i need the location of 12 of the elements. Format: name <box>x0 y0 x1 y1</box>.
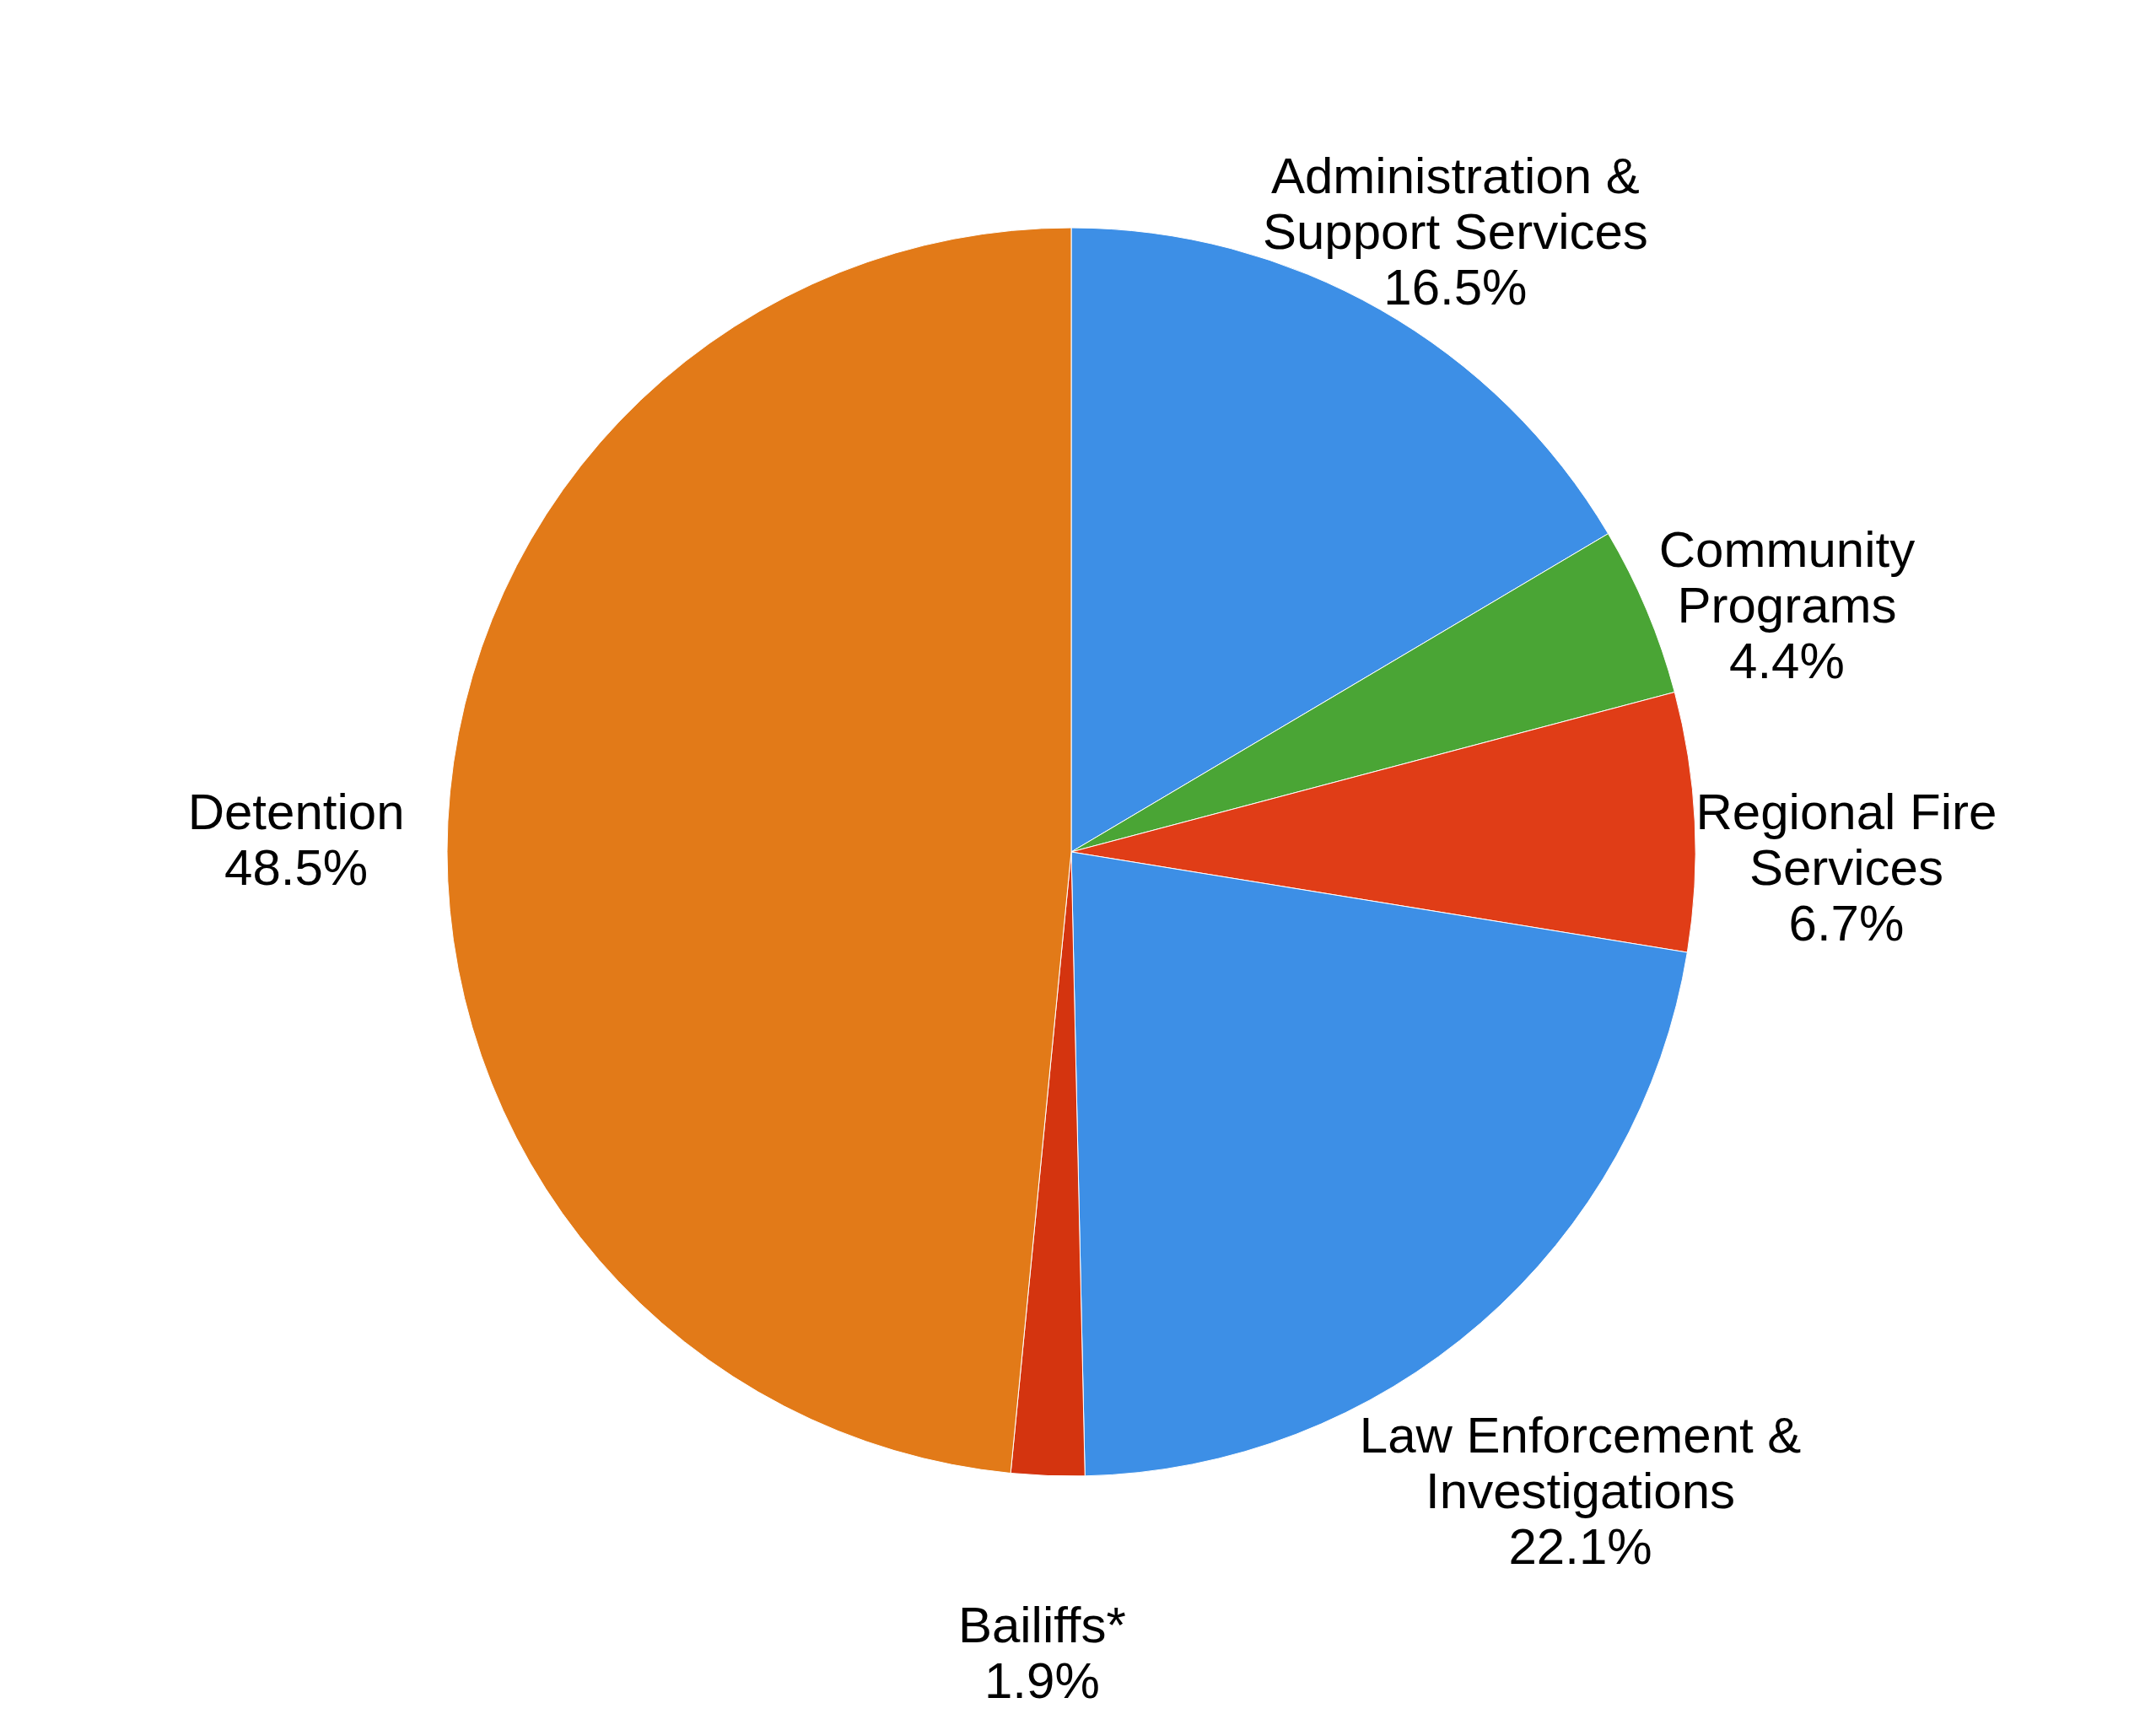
data-label: 4.4% <box>1729 633 1845 690</box>
data-label: 1.9% <box>984 1652 1100 1710</box>
slice-label: Bailiffs* <box>957 1597 1126 1654</box>
slice-label: Detention <box>187 784 405 841</box>
data-label: 16.5% <box>1383 258 1528 315</box>
data-label: 6.7% <box>1788 895 1905 952</box>
slice-label: Law Enforcement & Investigations <box>1359 1407 1802 1520</box>
slice-label: Administration & Support Services <box>1262 147 1648 260</box>
data-label: 48.5% <box>224 839 369 897</box>
slice-label: Community Programs <box>1658 521 1916 634</box>
data-label: 22.1% <box>1508 1518 1652 1576</box>
slice-label: Regional Fire Services <box>1695 784 1997 897</box>
